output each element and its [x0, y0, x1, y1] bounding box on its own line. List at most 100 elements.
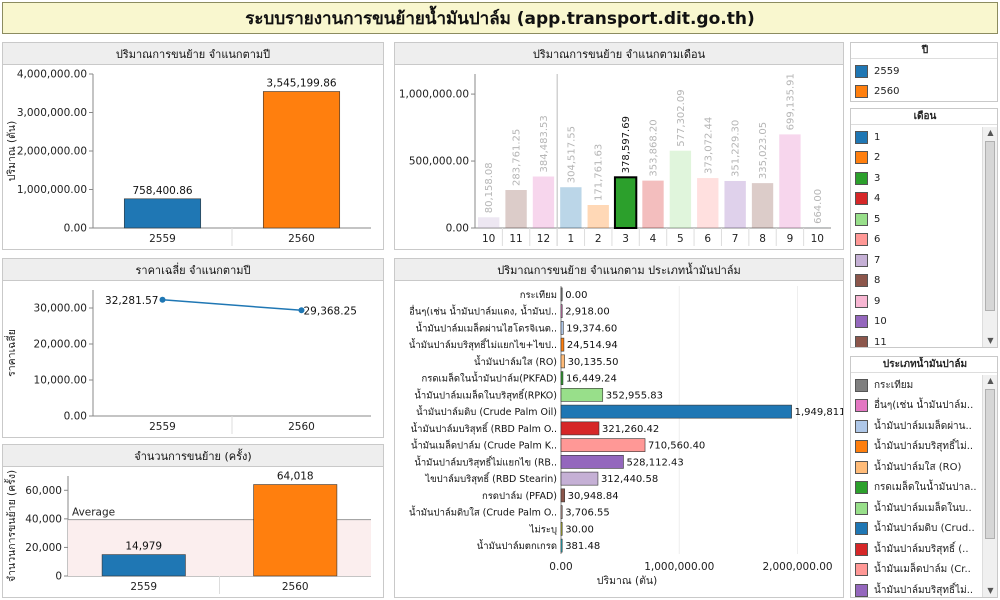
legend-label: 10: [874, 316, 887, 328]
legend-swatch: [855, 85, 868, 99]
scroll-up-icon[interactable]: ▲: [987, 128, 994, 137]
y-axis-label: ราคาเฉลี่ย: [4, 329, 18, 377]
bar: [560, 471, 599, 486]
scroll-up-icon[interactable]: ▲: [987, 376, 994, 385]
legend-item[interactable]: 5: [851, 209, 981, 230]
scroll-thumb[interactable]: [985, 141, 995, 311]
legend-label: 3: [874, 172, 881, 184]
legend-item[interactable]: 2559: [851, 61, 997, 82]
legend-month-scrollbar[interactable]: ▲ ▼: [982, 127, 997, 347]
legend-item[interactable]: 1: [851, 127, 981, 148]
y-tick-label: 40,000: [25, 513, 62, 525]
data-label: 24,514.94: [567, 340, 618, 351]
panel-trips-by-year: จำนวนการขนย้าย (ครั้ง) 0 20,000 40,000 60,0…: [2, 444, 384, 598]
legend-item[interactable]: น้ำมันเมล็ดปาล์ม (Cr..: [851, 560, 981, 581]
scroll-down-icon[interactable]: ▼: [987, 336, 994, 345]
scroll-down-icon[interactable]: ▼: [987, 586, 994, 595]
legend-item[interactable]: 9: [851, 291, 981, 312]
legend-label: 4: [874, 193, 881, 205]
legend-item[interactable]: 7: [851, 250, 981, 271]
legend-item[interactable]: น้ำมันปาล์มใส (RO): [851, 457, 981, 478]
legend-item[interactable]: 2560: [851, 82, 997, 102]
bar: [560, 538, 563, 553]
dashboard-title: ระบบรายงานการขนย้ายน้ำมันปาล์ม (app.tran…: [2, 2, 998, 34]
bar: [101, 554, 186, 577]
legend-item[interactable]: 6: [851, 230, 981, 251]
legend-label: 6: [874, 234, 881, 246]
x-tick-label: 1: [568, 233, 575, 245]
legend-swatch: [855, 460, 868, 474]
y-tick-label: 0.00: [64, 411, 87, 423]
legend-label: น้ำมันปาล์มดิบ (Crud..: [874, 523, 975, 535]
data-label: 283,761.25: [512, 129, 523, 186]
x-tick-label: 2559: [130, 581, 157, 593]
legend-swatch: [855, 274, 868, 288]
legend-item[interactable]: น้ำมันปาล์มดิบ (Crud..: [851, 519, 981, 540]
legend-swatch: [855, 481, 868, 495]
legend-swatch: [855, 583, 868, 597]
legend-label: กรดเมล็ดในน้ำมันปาล..: [874, 482, 977, 494]
legend-item[interactable]: น้ำมันปาล์มบริสุทธิ์ไม่..: [851, 580, 981, 597]
data-label: 664.00: [813, 189, 824, 224]
bar: [560, 488, 565, 503]
legend-item[interactable]: น้ำมันปาล์มเมล็ดในบ..: [851, 498, 981, 519]
legend-label: 11: [874, 336, 887, 347]
bar: [560, 505, 563, 519]
legend-swatch: [855, 378, 868, 392]
data-label: 171,761.63: [594, 144, 605, 201]
legend-item[interactable]: 8: [851, 271, 981, 292]
category-label: กระเทียม: [520, 289, 557, 301]
category-label: น้ำมันปาล์มดิบใส (Crude Palm O..: [409, 506, 557, 519]
legend-item[interactable]: 11: [851, 332, 981, 347]
legend-item[interactable]: 4: [851, 189, 981, 210]
panel-title: ปริมาณการขนย้าย จำแนกตามปี: [3, 43, 383, 65]
bar: [669, 150, 692, 228]
panel-volume-by-type: ปริมาณการขนย้าย จำแนกตาม ประเภทน้ำมันปาล…: [394, 258, 844, 598]
legend-item[interactable]: น้ำมันปาล์มบริสุทธิ์ (..: [851, 539, 981, 560]
bar: [532, 176, 555, 228]
panel-volume-by-year: ปริมาณการขนย้าย จำแนกตามปี 0.00 1,000,000…: [2, 42, 384, 250]
data-label: 0.00: [565, 290, 587, 301]
legend-item[interactable]: 2: [851, 148, 981, 169]
legend-swatch: [855, 315, 868, 329]
panel-title: จำนวนการขนย้าย (ครั้ง): [3, 445, 383, 467]
x-tick-label: 8: [759, 233, 766, 245]
data-label: 2,918.00: [565, 307, 610, 318]
x-tick-label: 12: [537, 233, 550, 245]
x-tick-label: 2560: [282, 581, 309, 593]
data-label: 1,949,811.91: [795, 407, 843, 418]
legend-item[interactable]: 10: [851, 312, 981, 333]
bar: [779, 134, 801, 228]
category-label: น้ำมันปาล์มบริสุทธิ์ (RBD Palm O..: [411, 421, 557, 435]
legend-swatch: [855, 130, 868, 144]
data-label: 352,955.83: [606, 390, 663, 401]
legend-item[interactable]: อื่นๆ(เช่น น้ำมันปาล์ม..: [851, 396, 981, 417]
legend-item[interactable]: น้ำมันปาล์มบริสุทธิ์ไม่..: [851, 437, 981, 458]
y-tick-label: 4,000,000.00: [17, 69, 87, 81]
data-label: 378,597.69: [621, 116, 632, 173]
x-tick-label: 5: [677, 233, 684, 245]
data-label: 699,135.91: [785, 73, 796, 130]
category-label: น้ำมันปาล์มเมล็ดในบริสุทธิ์(RPKO): [414, 387, 557, 401]
legend-swatch: [855, 171, 868, 185]
legend-item[interactable]: กระเทียม: [851, 375, 981, 396]
bar: [560, 304, 563, 318]
legend-item[interactable]: กรดเมล็ดในน้ำมันปาล..: [851, 478, 981, 499]
data-label: 3,545,199.86: [266, 78, 336, 90]
legend-label: 1: [874, 131, 881, 143]
bar: [560, 455, 624, 469]
legend-type-title: ประเภทน้ำมันปาล์ม: [851, 357, 997, 373]
x-tick-label: 2559: [149, 421, 176, 433]
bar: [560, 321, 564, 335]
y-tick-label: 500,000.00: [409, 156, 469, 168]
legend-label: 9: [874, 295, 881, 307]
legend-month-title: เดือน: [851, 109, 997, 125]
data-label: 30.00: [565, 524, 594, 535]
legend-swatch: [855, 501, 868, 515]
legend-type-scrollbar[interactable]: ▲ ▼: [982, 375, 997, 597]
legend-item[interactable]: น้ำมันปาล์มเมล็ดผ่าน..: [851, 416, 981, 437]
data-label: 80,158.08: [484, 162, 495, 213]
scroll-thumb[interactable]: [985, 389, 995, 539]
legend-item[interactable]: 3: [851, 168, 981, 189]
legend-year: ปี 2559 2560: [850, 42, 998, 102]
